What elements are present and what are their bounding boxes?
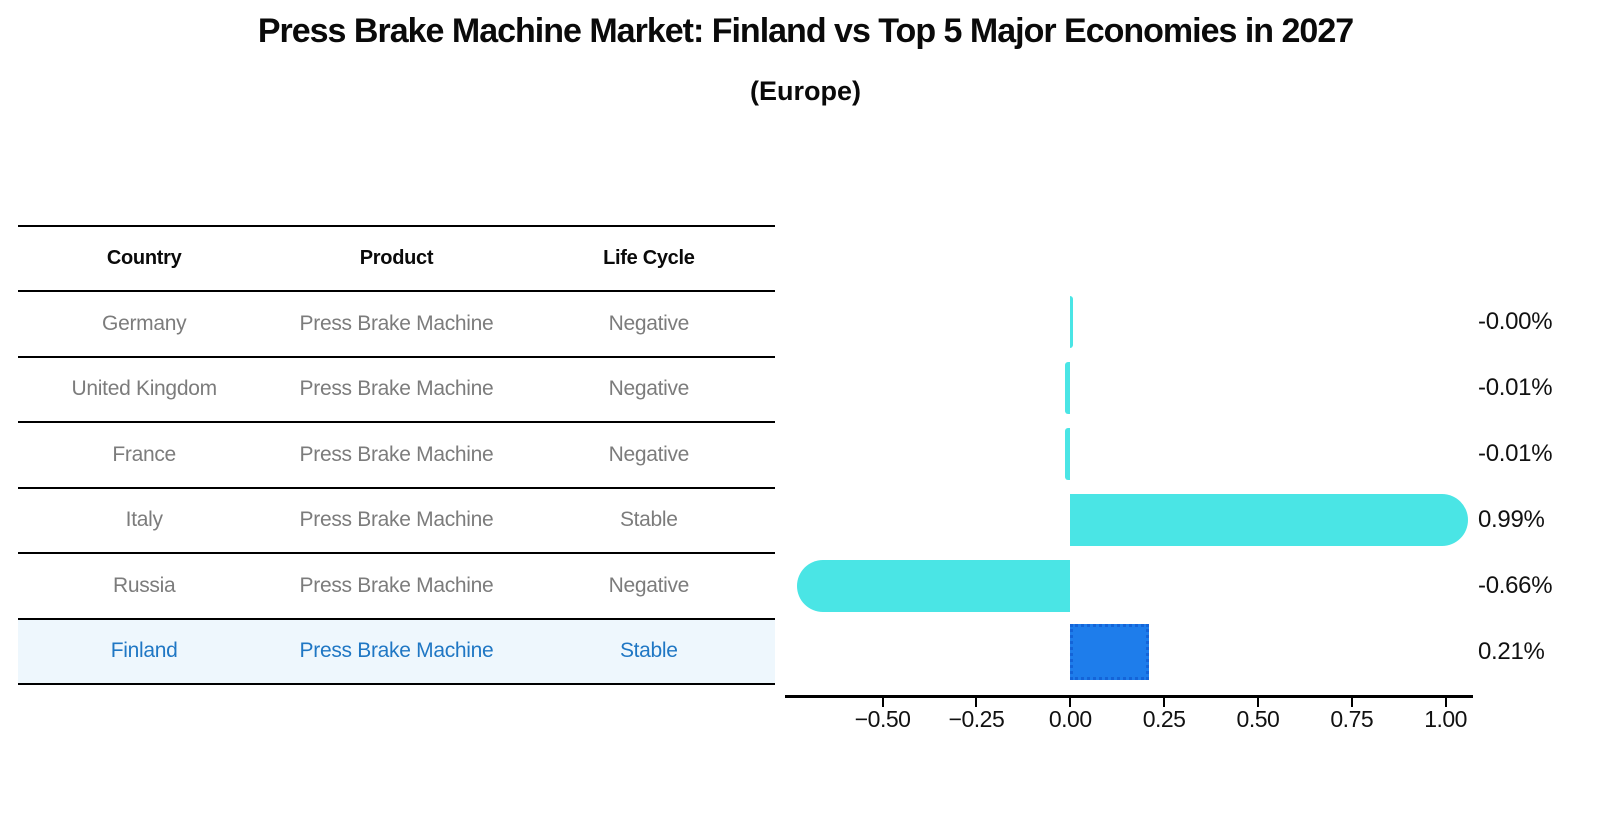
bar [1064, 362, 1071, 414]
x-axis-tick-label: −0.25 [948, 706, 1005, 732]
table-row: Russia Press Brake Machine Negative [18, 554, 775, 620]
value-label: 0.99% [1478, 506, 1545, 533]
column-header-product: Product [359, 247, 434, 269]
bar [1064, 427, 1071, 480]
bar [1070, 296, 1074, 348]
cell-life-cycle: Stable [619, 508, 678, 532]
value-label: -0.01% [1478, 374, 1553, 401]
table-row: France Press Brake Machine Negative [18, 423, 775, 489]
cell-life-cycle: Stable [619, 639, 678, 663]
x-axis-tick-label: 0.25 [1142, 706, 1186, 732]
x-axis-tick [881, 698, 884, 707]
x-axis-tick-label: 0.50 [1236, 706, 1280, 732]
data-table: Country Product Life Cycle Germany Press … [18, 225, 775, 685]
value-label: 0.21% [1478, 637, 1545, 665]
x-axis-tick-label: −0.50 [854, 706, 911, 732]
cell-product: Press Brake Machine [299, 639, 494, 663]
table-header-row: Country Product Life Cycle [18, 227, 775, 292]
bar-highlighted [1070, 623, 1150, 680]
x-axis-tick [1350, 698, 1353, 707]
cell-product: Press Brake Machine [299, 311, 494, 335]
x-axis-tick [1163, 698, 1166, 707]
x-axis-tick [1069, 698, 1072, 707]
cell-product: Press Brake Machine [299, 573, 494, 597]
cell-life-cycle: Negative [608, 311, 690, 335]
cell-country: Germany [102, 311, 187, 335]
cell-product: Press Brake Machine [299, 442, 494, 466]
x-axis-tick-label: 0.75 [1330, 706, 1374, 732]
page-subtitle: (Europe) [750, 76, 861, 106]
cell-product: Press Brake Machine [299, 508, 494, 532]
table-body: Germany Press Brake Machine Negative United… [18, 292, 775, 685]
value-label: -0.00% [1478, 308, 1553, 335]
cell-country: Finland [110, 639, 178, 663]
cell-country: Italy [125, 508, 163, 532]
x-axis-tick-label: 1.00 [1424, 706, 1467, 732]
bar [796, 560, 1071, 612]
x-axis-tick [975, 698, 978, 707]
cell-country: France [112, 442, 176, 466]
column-header-life-cycle: Life Cycle [603, 247, 695, 269]
cell-life-cycle: Negative [608, 442, 690, 466]
cell-country: United Kingdom [71, 377, 218, 401]
cell-life-cycle: Negative [608, 573, 690, 597]
x-axis-tick-label: 0.00 [1048, 706, 1092, 732]
cell-product: Press Brake Machine [299, 377, 494, 401]
table-row: Finland Press Brake Machine Stable [18, 619, 775, 685]
table-row: United Kingdom Press Brake Machine Negativ… [18, 358, 775, 423]
bar [1070, 494, 1468, 546]
x-axis-line [785, 695, 1473, 698]
cell-life-cycle: Negative [608, 377, 690, 401]
x-axis-tick [1444, 698, 1447, 707]
table-row: Germany Press Brake Machine Negative [18, 292, 775, 358]
value-label: -0.66% [1478, 572, 1553, 599]
cell-country: Russia [112, 573, 176, 597]
column-header-country: Country [106, 247, 182, 269]
page-title: Press Brake Machine Market: Finland vs T… [257, 12, 1354, 50]
x-axis-tick [1256, 698, 1259, 707]
table-row: Italy Press Brake Machine Stable [18, 489, 775, 554]
value-label: -0.01% [1478, 439, 1553, 467]
